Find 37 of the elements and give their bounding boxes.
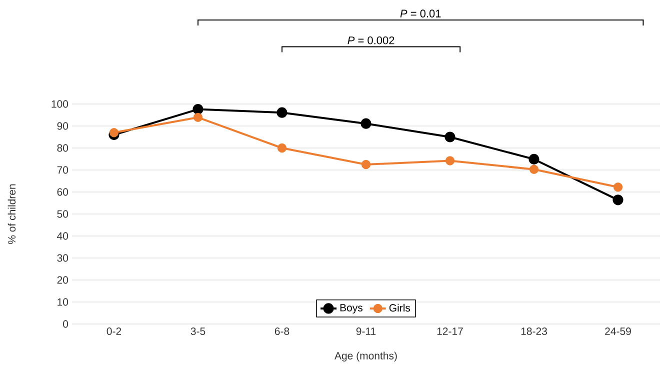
y-tick-label: 20 — [57, 276, 68, 284]
y-axis-title: % of children — [8, 184, 16, 244]
y-tick-label: 0 — [63, 320, 68, 328]
y-tick-label: 10 — [58, 298, 68, 306]
y-tick-label: 50 — [57, 210, 68, 218]
point — [444, 132, 456, 142]
y-tick-label: 100 — [52, 100, 68, 108]
point — [276, 107, 288, 118]
x-tick-label: 12-17 — [437, 328, 463, 335]
x-tick-label: 6-8 — [274, 328, 290, 335]
text: P = 0.01 — [400, 10, 441, 18]
point — [361, 160, 371, 170]
y-tick-label: 60 — [57, 188, 68, 196]
point — [529, 164, 539, 174]
text: P = 0.002 — [348, 36, 394, 44]
x-tick-label: 18-23 — [521, 328, 547, 335]
point — [193, 112, 203, 122]
point — [613, 182, 623, 192]
point — [192, 104, 204, 115]
y-tick-label: 40 — [57, 232, 68, 240]
x-tick-label: 0-2 — [106, 328, 122, 335]
point — [528, 154, 540, 165]
point — [109, 128, 119, 138]
point — [277, 143, 287, 153]
y-tick-label: 70 — [57, 166, 68, 174]
point — [360, 118, 372, 129]
point — [612, 194, 624, 206]
x-axis-title: Age (months) — [334, 352, 397, 362]
legend-label: Girls — [389, 304, 410, 312]
y-tick-label: 80 — [57, 144, 68, 152]
x-tick-label: 24-59 — [605, 328, 631, 335]
y-tick-label: 90 — [57, 122, 68, 130]
x-tick-label: 3-5 — [190, 328, 206, 335]
point — [445, 156, 455, 166]
legend-label: Boys — [340, 304, 362, 314]
x-tick-label: 9-11 — [356, 328, 376, 335]
y-tick-label: 30 — [57, 254, 68, 262]
